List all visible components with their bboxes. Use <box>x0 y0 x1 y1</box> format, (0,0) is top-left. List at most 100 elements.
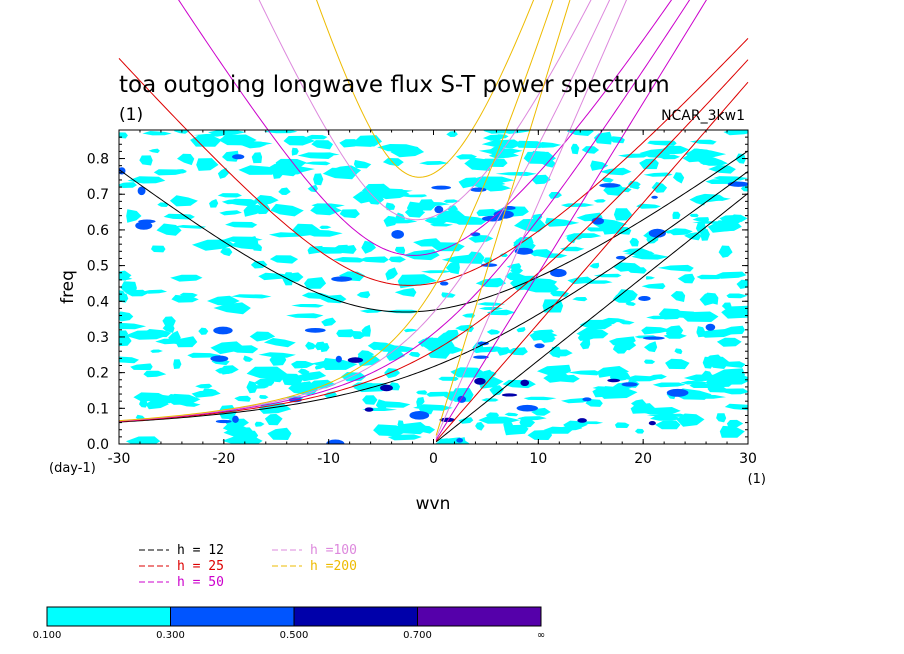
inertia-gravity-curve <box>178 0 673 256</box>
contour-blob-high <box>409 410 430 420</box>
y-tick-label: 0.8 <box>87 152 109 168</box>
contour-blob <box>585 399 603 407</box>
contour-blob <box>171 294 199 303</box>
contour-blob <box>361 324 371 337</box>
kelvin-curve <box>435 0 707 441</box>
contour-blob <box>269 255 299 264</box>
contour-blob <box>537 142 562 148</box>
contour-blob <box>221 198 244 205</box>
contour-blob <box>305 152 340 157</box>
contour-blob <box>139 155 153 166</box>
contour-blob <box>646 315 680 320</box>
contour-blob <box>309 379 336 390</box>
contour-blob <box>217 167 229 179</box>
contour-blob <box>670 291 686 302</box>
contour-blob <box>126 289 149 297</box>
contour-blob <box>296 371 327 382</box>
contour-blob <box>475 277 507 288</box>
x-tick-label: -20 <box>212 451 235 467</box>
contour-blob <box>637 407 681 415</box>
mixed-rossby-gravity-curve <box>118 170 749 423</box>
contour-blob <box>489 385 504 396</box>
contour-blob <box>708 165 736 174</box>
contour-blob <box>722 388 748 395</box>
contour-blob <box>219 210 242 216</box>
contour-blob <box>443 199 460 203</box>
contour-blob-high <box>582 397 592 402</box>
contour-blob <box>126 209 142 223</box>
contour-blob <box>643 359 656 364</box>
contour-blob <box>443 329 459 339</box>
contour-blob <box>142 131 172 136</box>
contour-blob <box>272 170 284 179</box>
contour-blob-high <box>335 355 342 363</box>
contour-blob <box>735 153 746 164</box>
y-tick-label: 0.2 <box>87 366 109 382</box>
kelvin-curve <box>435 192 749 443</box>
contour-blob <box>329 165 362 177</box>
contour-blob <box>215 367 234 374</box>
contour-blob <box>450 367 484 378</box>
contour-blob-high <box>621 382 638 387</box>
contour-blob <box>254 421 265 427</box>
dispersion-curves <box>118 0 749 443</box>
contour-blob <box>190 135 222 147</box>
contour-blob <box>699 160 728 166</box>
contour-blob <box>532 329 554 334</box>
contour-blob <box>168 330 181 345</box>
contour-blob <box>548 192 562 199</box>
contour-blob <box>313 173 324 186</box>
contour-blob <box>297 368 310 376</box>
contour-blob <box>504 412 519 417</box>
contour-blob <box>602 317 625 323</box>
contour-blob-high <box>615 255 626 260</box>
contour-blob-high <box>457 395 467 403</box>
contour-blob-high <box>431 185 452 190</box>
contour-blob-high <box>651 195 658 199</box>
contour-blob <box>692 196 731 201</box>
mixed-rossby-gravity-curve <box>118 0 554 422</box>
y-axis-unit: (day-1) <box>49 461 96 476</box>
contour-blob <box>119 132 128 139</box>
contour-blob-high <box>138 219 156 224</box>
contour-blob <box>613 208 633 221</box>
contour-blob <box>286 207 299 215</box>
contour-blob <box>514 218 547 233</box>
contour-blob <box>723 130 748 136</box>
contour-blob <box>487 309 516 316</box>
contour-blob <box>617 153 649 158</box>
contour-blob <box>681 311 719 322</box>
inertia-gravity-curve <box>258 0 592 221</box>
contour-blob <box>427 346 464 354</box>
contour-blob <box>195 383 213 389</box>
contour-blob <box>634 428 645 434</box>
contour-blob <box>143 370 167 378</box>
contour-blob <box>481 139 523 149</box>
contour-blob-high <box>304 327 326 333</box>
contour-blob <box>394 288 417 297</box>
contour-blob <box>528 249 553 257</box>
contour-blob <box>263 130 298 134</box>
contour-blob <box>332 257 367 263</box>
contour-blob <box>383 215 398 227</box>
chart-title: toa outgoing longwave flux S-T power spe… <box>119 72 670 98</box>
contour-blob <box>250 260 268 269</box>
contour-blob <box>721 302 732 310</box>
contour-blob <box>263 338 296 348</box>
x-axis-unit: (1) <box>748 472 766 487</box>
contour-blob <box>361 240 376 254</box>
contour-blob <box>240 141 267 149</box>
contour-blob <box>426 391 450 397</box>
legend-label: h = 50 <box>177 575 224 590</box>
contour-blob <box>702 356 715 369</box>
contour-blob <box>572 297 588 302</box>
y-tick-label: 0.4 <box>87 294 109 310</box>
contour-blob-high <box>210 355 229 362</box>
contour-blob <box>700 228 710 241</box>
contour-blob-peak <box>648 420 656 426</box>
contour-blob-high <box>331 276 353 282</box>
contour-blob <box>665 330 675 337</box>
contour-blob <box>674 348 683 355</box>
contour-blob <box>644 341 658 353</box>
contour-blob <box>516 327 526 333</box>
